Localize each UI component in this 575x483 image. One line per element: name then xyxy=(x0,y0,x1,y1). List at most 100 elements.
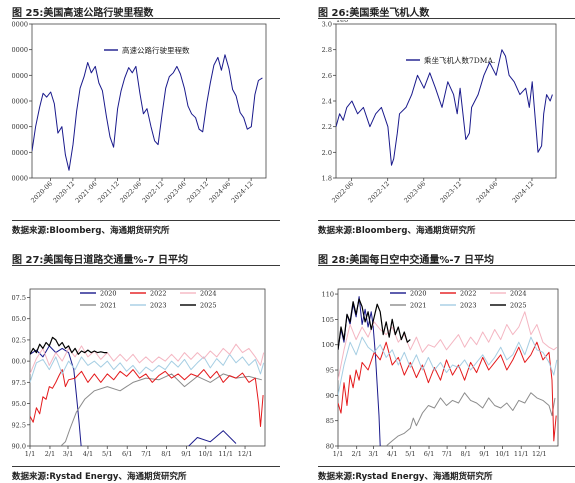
x-tick-label: 1/1 xyxy=(333,450,343,458)
y-multiplier: 1e6 xyxy=(336,20,348,24)
y-tick-label: 260000 xyxy=(12,98,28,106)
x-tick-label: 2021-06 xyxy=(74,180,99,205)
x-tick-label: 2020-12 xyxy=(52,180,77,205)
x-tick-label: 2022-06 xyxy=(118,180,143,205)
x-tick-label: 8/1 xyxy=(461,450,471,458)
x-tick-label: 11/1 xyxy=(218,450,233,458)
title-divider xyxy=(318,265,575,266)
y-tick-label: 220000 xyxy=(12,149,28,157)
legend: 2020 2022 2024 2021 2023 2025 xyxy=(80,290,217,310)
series-line-2023 xyxy=(338,336,558,396)
y-tick-label: 100 xyxy=(322,341,334,349)
y-tick-label: 102.5 xyxy=(12,336,26,344)
legend-label: 2024 xyxy=(510,290,527,298)
y-tick-label: 90 xyxy=(326,392,334,400)
chart-source: 数据来源:Bloomberg、海通期货研究所 xyxy=(318,226,476,236)
x-tick-label: 2023-12 xyxy=(185,180,210,205)
legend-label: 2022 xyxy=(460,290,477,298)
source-divider xyxy=(318,220,575,221)
x-tick-label: 12/1 xyxy=(238,450,253,458)
y-tick-label: 200000 xyxy=(12,175,28,183)
chart-title: 图 26:美国乘坐飞机人数 xyxy=(318,8,430,19)
title-divider xyxy=(12,265,280,266)
legend-label: 乘坐飞机人数7DMA. xyxy=(424,55,495,65)
x-tick-label: 2021-12 xyxy=(96,180,121,205)
x-tick-label: 5/1 xyxy=(102,450,112,458)
source-divider xyxy=(12,220,280,221)
plot-frame xyxy=(31,23,267,179)
x-tick-label: 9/1 xyxy=(181,450,191,458)
x-tick-label: 4/1 xyxy=(387,450,397,458)
source-divider xyxy=(12,466,280,467)
legend-label: 2025 xyxy=(200,302,217,310)
y-tick-label: 110 xyxy=(322,291,334,299)
x-tick-label: 2020-06 xyxy=(29,180,54,205)
x-tick-label: 2024-12 xyxy=(511,180,536,205)
series-line-2022 xyxy=(30,369,264,427)
y-tick-label: 92.5 xyxy=(12,421,26,429)
series-line-2025 xyxy=(30,336,108,355)
series-line-2021 xyxy=(385,392,556,446)
y-tick-label: 2.0 xyxy=(322,149,332,157)
legend-label: 2023 xyxy=(460,302,477,310)
y-tick-label: 85 xyxy=(326,417,334,425)
x-tick-label: 2022-12 xyxy=(366,180,391,205)
legend: 乘坐飞机人数7DMA. xyxy=(406,55,495,65)
y-tick-label: 95 xyxy=(326,367,334,375)
x-tick-label: 2023-06 xyxy=(402,180,427,205)
y-tick-label: 1.8 xyxy=(322,175,332,183)
chart-source: 数据来源:Bloomberg、海通期货研究所 xyxy=(12,226,170,236)
legend-label: 2020 xyxy=(100,290,117,298)
legend-label: 2021 xyxy=(100,302,117,310)
legend-label: 2025 xyxy=(510,302,527,310)
x-tick-label: 2022-12 xyxy=(141,180,166,205)
plot-frame xyxy=(335,23,557,179)
x-tick-label: 3/1 xyxy=(368,450,378,458)
x-tick-label: 2024-06 xyxy=(208,180,233,205)
chart-air-traffic: 80 85 90 95 100 105 110 1/1 2/1 3/1 4/1 5/1 6/1 7/1 8/… xyxy=(322,288,559,458)
y-tick-label: 80 xyxy=(326,443,334,451)
y-tick-label: 97.5 xyxy=(12,379,26,387)
y-tick-label: 280000 xyxy=(12,72,28,80)
legend-label: 2021 xyxy=(410,302,427,310)
series-line-2024 xyxy=(338,311,558,381)
y-tick-label: 90.0 xyxy=(12,443,26,451)
y-tick-label: 2.6 xyxy=(322,72,332,80)
x-tick-label: 11/1 xyxy=(514,450,529,458)
chart-panel-air-passengers: 图 26:美国乘坐飞机人数 1.8 2.0 2.2 2.4 2.6 2.8 3.0 1e6 20… xyxy=(318,0,575,236)
x-tick-label: 6/1 xyxy=(424,450,434,458)
x-tick-label: 2023-06 xyxy=(163,180,188,205)
chart-title: 图 28:美国每日空中交通量%-7 日平均 xyxy=(318,255,495,266)
x-tick-label: 2024-12 xyxy=(230,180,255,205)
y-tick-label: 95.0 xyxy=(12,400,26,408)
legend-label: 2024 xyxy=(200,290,217,298)
y-tick-label: 3.0 xyxy=(322,21,332,29)
y-tick-label: 105.0 xyxy=(12,315,26,323)
y-tick-label: 320000 xyxy=(12,21,28,29)
series-line- xyxy=(32,54,263,171)
x-tick-label: 2024-06 xyxy=(475,180,500,205)
series-line-2023 xyxy=(30,353,265,383)
x-tick-label: 7/1 xyxy=(442,450,452,458)
legend-label: 2022 xyxy=(150,290,167,298)
chart-title: 图 27:美国每日道路交通量%-7 日平均 xyxy=(12,255,189,266)
title-divider xyxy=(12,18,280,19)
x-tick-label: 1/1 xyxy=(25,450,35,458)
title-divider xyxy=(318,18,575,19)
y-tick-label: 2.4 xyxy=(322,98,332,106)
x-tick-label: 2022-06 xyxy=(330,180,355,205)
x-tick-label: 10/1 xyxy=(198,450,213,458)
x-tick-label: 7/1 xyxy=(141,450,151,458)
series-line-2022 xyxy=(338,341,557,442)
chart-panel-highway-miles: 图 25:美国高速公路行驶里程数 200000 220000 240000 26000… xyxy=(12,0,280,236)
series-line-2020 xyxy=(30,345,237,446)
source-divider xyxy=(318,466,575,467)
legend: 高速公路行驶里程数 xyxy=(104,45,190,55)
y-tick-label: 2.2 xyxy=(322,123,332,131)
series-line-2025 xyxy=(338,298,411,350)
chart-air-passengers: 1.8 2.0 2.2 2.4 2.6 2.8 3.0 1e6 2022-06 2022-12 20… xyxy=(322,20,557,205)
y-tick-label: 107.5 xyxy=(12,294,26,302)
x-tick-label: 10/1 xyxy=(495,450,510,458)
chart-road-traffic: 90.0 92.5 95.0 97.5 100.0 102.5 105.0 107.5 1/1 2… xyxy=(12,288,266,458)
x-tick-label: 9/1 xyxy=(479,450,489,458)
